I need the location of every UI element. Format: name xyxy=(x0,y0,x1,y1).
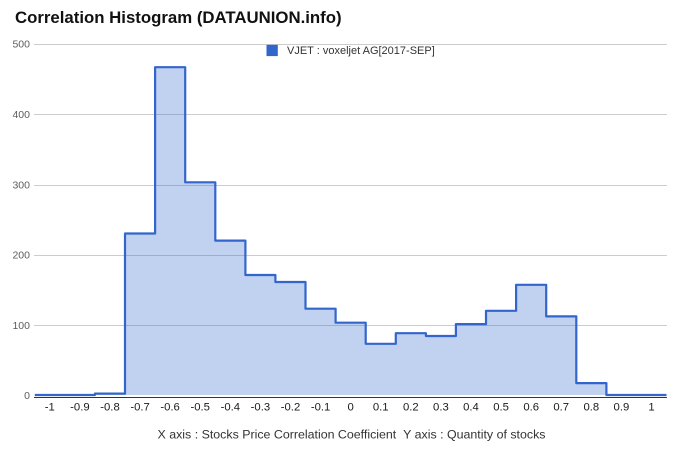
svg-text:-0.9: -0.9 xyxy=(70,402,89,414)
svg-text:300: 300 xyxy=(12,179,30,191)
svg-text:0.6: 0.6 xyxy=(523,402,539,414)
svg-text:1: 1 xyxy=(648,402,654,414)
svg-text:-0.2: -0.2 xyxy=(281,402,300,414)
svg-text:0.5: 0.5 xyxy=(493,402,509,414)
svg-text:-1: -1 xyxy=(45,402,55,414)
svg-text:-0.8: -0.8 xyxy=(100,402,119,414)
svg-text:0.3: 0.3 xyxy=(433,402,449,414)
svg-text:0.4: 0.4 xyxy=(463,402,479,414)
svg-text:0: 0 xyxy=(24,390,30,402)
svg-text:-0.1: -0.1 xyxy=(311,402,330,414)
svg-text:VJET : voxeljet AG[2017-SEP]: VJET : voxeljet AG[2017-SEP] xyxy=(287,45,435,57)
svg-text:-0.3: -0.3 xyxy=(251,402,270,414)
svg-text:200: 200 xyxy=(12,250,30,262)
svg-text:0.2: 0.2 xyxy=(403,402,419,414)
svg-text:0.7: 0.7 xyxy=(553,402,569,414)
svg-text:-0.5: -0.5 xyxy=(190,402,209,414)
svg-text:X axis : Stocks Price Correlat: X axis : Stocks Price Correlation Coeffi… xyxy=(158,428,546,442)
svg-text:0.9: 0.9 xyxy=(614,402,630,414)
svg-text:-0.6: -0.6 xyxy=(160,402,179,414)
svg-text:-0.7: -0.7 xyxy=(130,402,149,414)
svg-text:-0.4: -0.4 xyxy=(221,402,240,414)
svg-text:0.8: 0.8 xyxy=(583,402,599,414)
svg-text:500: 500 xyxy=(12,39,30,51)
svg-text:0: 0 xyxy=(348,402,354,414)
svg-text:400: 400 xyxy=(12,109,30,121)
svg-text:Correlation Histogram (DATAUNI: Correlation Histogram (DATAUNION.info) xyxy=(15,8,342,27)
svg-text:100: 100 xyxy=(12,320,30,332)
svg-text:0.1: 0.1 xyxy=(373,402,389,414)
